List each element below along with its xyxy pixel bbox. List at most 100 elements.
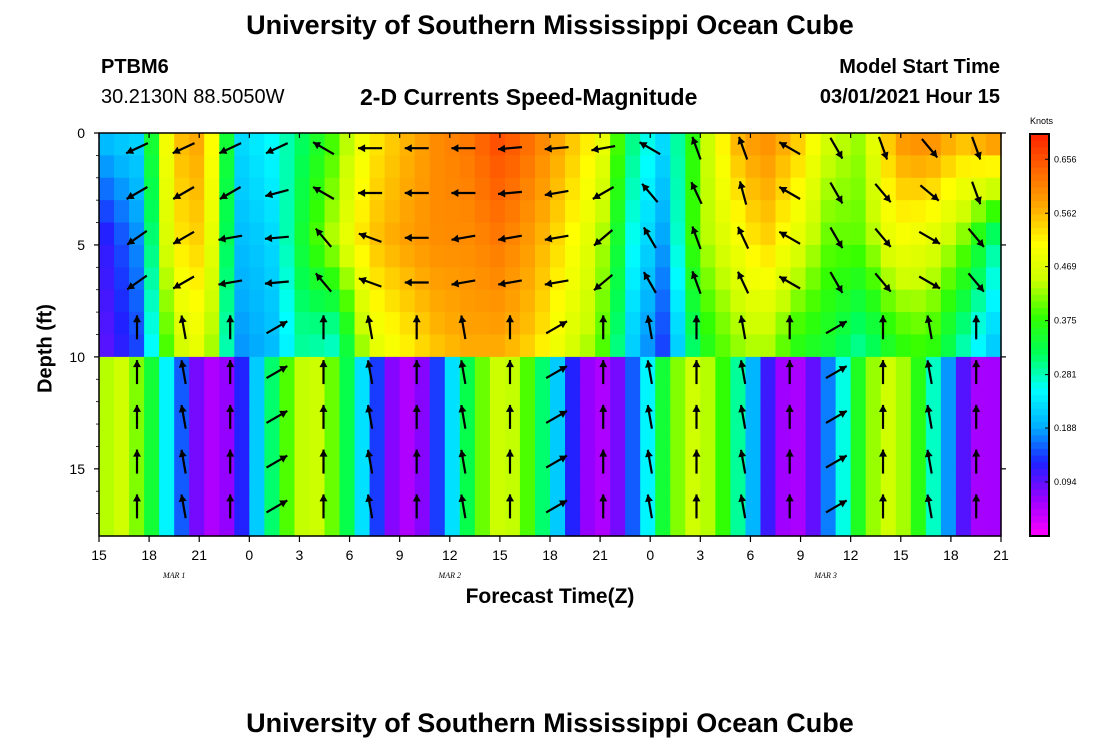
heatmap-cell [895, 468, 912, 492]
current-arrow [778, 141, 801, 156]
colorbar-swatch [1030, 174, 1049, 182]
heatmap-cell [910, 356, 927, 380]
heatmap-cell [835, 244, 852, 268]
heatmap-cell [219, 244, 235, 268]
heatmap-cell [459, 379, 476, 403]
heatmap-cell [850, 446, 867, 470]
heatmap-cell [324, 334, 341, 358]
heatmap-cell [114, 133, 130, 156]
heatmap-cell [534, 424, 551, 448]
heatmap-cell [234, 155, 250, 179]
current-arrow [691, 226, 702, 250]
heatmap-cell [715, 222, 731, 246]
heatmap-cell [534, 177, 551, 201]
heatmap-cell [790, 312, 807, 336]
heatmap-cell [985, 513, 1002, 537]
heatmap-cell [504, 267, 521, 291]
x-tick-label: 6 [747, 547, 755, 563]
colorbar-swatch [1030, 482, 1049, 490]
heatmap-cell [895, 289, 912, 313]
heatmap-cell [354, 133, 371, 156]
heatmap-cell [264, 401, 280, 425]
heatmap-cell [790, 289, 807, 313]
heatmap-cell [174, 424, 190, 448]
heatmap-cell [489, 244, 506, 268]
heatmap-cell [610, 401, 626, 425]
current-arrow [412, 404, 421, 429]
heatmap-cell [219, 513, 235, 537]
heatmap-cell [399, 468, 416, 492]
x-tick-label: 15 [893, 547, 909, 563]
heatmap-cell [985, 133, 1002, 156]
heatmap-cell [189, 267, 205, 291]
heatmap-cell [925, 334, 942, 358]
colorbar-swatch [1030, 381, 1049, 390]
heatmap-cell [189, 491, 205, 515]
heatmap-cell [504, 334, 521, 358]
x-axis-label: Forecast Time(Z) [465, 585, 635, 608]
current-arrow [642, 271, 657, 294]
current-arrow [785, 494, 794, 519]
heatmap-cell [880, 491, 897, 515]
heatmap-cell [580, 200, 596, 224]
heatmap-cell [204, 491, 220, 515]
heatmap-cell [805, 267, 822, 291]
heatmap-cell [565, 379, 581, 403]
heatmap-cell [940, 468, 957, 492]
current-arrow [545, 499, 568, 514]
heatmap-cell [324, 379, 341, 403]
colorbar-swatch [1030, 408, 1049, 416]
heatmap-cell [865, 177, 882, 201]
heatmap-cell [474, 424, 491, 448]
heatmap-cell [339, 200, 356, 224]
heatmap-cell [790, 491, 807, 515]
heatmap-cell [760, 244, 777, 268]
heatmap-cell [219, 446, 235, 470]
heatmap-cell [204, 334, 220, 358]
heatmap-cell [940, 424, 957, 448]
heatmap-cell [129, 200, 145, 224]
heatmap-cell [354, 312, 371, 336]
current-arrow [599, 315, 608, 340]
heatmap-cell [159, 446, 175, 470]
heatmap-cell [955, 267, 972, 291]
heatmap-cell [429, 177, 446, 201]
heatmap-cell [159, 468, 175, 492]
heatmap-cell [865, 468, 882, 492]
heatmap-cell [550, 155, 566, 179]
heatmap-cell [534, 356, 551, 380]
heatmap-cell [685, 446, 701, 470]
heatmap-cell [189, 200, 205, 224]
heatmap-cell [940, 155, 957, 179]
heatmap-cell [760, 379, 777, 403]
heatmap-cell [144, 177, 160, 201]
colorbar-swatch [1030, 274, 1049, 282]
heatmap-cell [309, 356, 326, 380]
heatmap-cell [700, 468, 716, 492]
heatmap-cell [279, 312, 296, 336]
heatmap-cell [99, 222, 115, 246]
heatmap-cell [324, 200, 341, 224]
heatmap-cell [474, 289, 491, 313]
current-arrow [599, 449, 608, 474]
heatmap-cell [534, 312, 551, 336]
current-arrow [829, 182, 844, 204]
heatmap-cell [955, 200, 972, 224]
heatmap-cell [895, 200, 912, 224]
heatmap-cell [610, 312, 626, 336]
heatmap-cell [459, 267, 476, 291]
heatmap-cell [99, 289, 115, 313]
heatmap-cell [489, 155, 506, 179]
heatmap-cell [775, 289, 792, 313]
current-arrow [358, 277, 382, 288]
heatmap-cell [955, 244, 972, 268]
heatmap-cell [565, 133, 581, 156]
heatmap-cell [550, 267, 566, 291]
heatmap-cell [805, 468, 822, 492]
heatmap-cell [519, 513, 536, 537]
heatmap-cell [610, 491, 626, 515]
heatmap-cell [820, 289, 837, 313]
heatmap-cell [655, 312, 671, 336]
current-arrow [126, 229, 148, 246]
heatmap-cell [895, 222, 912, 246]
